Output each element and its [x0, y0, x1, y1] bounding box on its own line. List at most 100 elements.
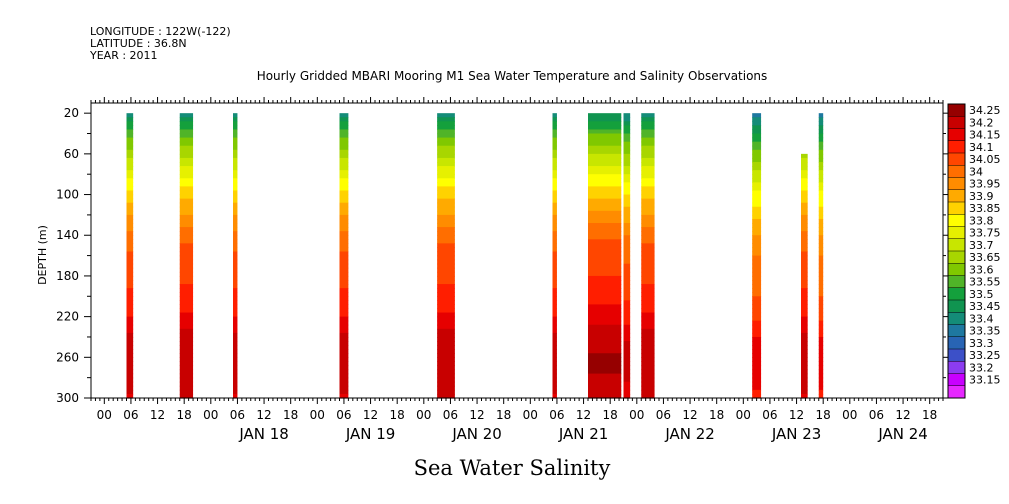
salinity-cell [437, 377, 455, 383]
x-hour-tick-label: 18 [496, 408, 511, 422]
x-hour-tick-label: 06 [230, 408, 245, 422]
x-day-label: JAN 20 [451, 425, 502, 443]
y-tick-label: 140 [56, 228, 79, 242]
salinity-cell [623, 312, 631, 318]
salinity-cell [437, 182, 455, 188]
salinity-cell [126, 157, 134, 163]
salinity-cell [179, 210, 194, 216]
salinity-cell [126, 284, 134, 289]
salinity-cell [752, 271, 762, 277]
salinity-cell [801, 166, 808, 171]
salinity-cell [752, 304, 762, 310]
colorbar-swatch [948, 128, 965, 142]
salinity-cell [339, 153, 349, 159]
salinity-cell [339, 389, 349, 395]
salinity-cell [437, 300, 455, 306]
salinity-cell [552, 320, 557, 326]
salinity-cell [641, 166, 655, 171]
salinity-cell [623, 194, 631, 200]
salinity-cell [437, 129, 455, 135]
salinity-cell [339, 263, 349, 269]
salinity-cell [179, 223, 194, 228]
salinity-cell [126, 227, 134, 232]
salinity-cell [588, 198, 622, 204]
salinity-cell [752, 113, 762, 118]
salinity-cell [339, 202, 349, 208]
salinity-cell [641, 178, 655, 183]
salinity-cell [818, 166, 824, 171]
salinity-cell [126, 389, 134, 395]
salinity-cell [588, 373, 622, 379]
salinity-cell [641, 137, 655, 143]
salinity-cell [752, 133, 762, 139]
salinity-cell [437, 369, 455, 375]
salinity-cell [126, 271, 134, 277]
x-hour-tick-label: 00 [203, 408, 218, 422]
salinity-cell [437, 393, 455, 399]
salinity-cell [623, 157, 631, 163]
salinity-cell [552, 328, 557, 334]
salinity-cell [623, 259, 631, 265]
salinity-cell [801, 304, 808, 310]
salinity-cell [126, 263, 134, 269]
salinity-cell [752, 206, 762, 212]
salinity-cell [623, 198, 631, 204]
salinity-cell [818, 292, 824, 297]
salinity-cell [179, 263, 194, 269]
salinity-cell [818, 300, 824, 306]
salinity-cell [437, 153, 455, 159]
salinity-cell [437, 202, 455, 208]
salinity-cell [623, 361, 631, 367]
salinity-cell [126, 170, 134, 175]
salinity-cell [641, 267, 655, 273]
salinity-cell [233, 336, 238, 342]
salinity-cell [588, 345, 622, 350]
salinity-cell [339, 149, 349, 155]
salinity-cell [126, 166, 134, 171]
salinity-cell [641, 223, 655, 228]
salinity-cell [552, 153, 557, 159]
x-hour-tick-label: 12 [150, 408, 165, 422]
salinity-cell [588, 202, 622, 208]
salinity-cell [437, 284, 455, 289]
x-hour-tick-label: 18 [816, 408, 831, 422]
salinity-cell [126, 320, 134, 326]
salinity-cell [641, 349, 655, 354]
x-hour-tick-label: 18 [177, 408, 192, 422]
salinity-cell [818, 377, 824, 383]
colorbar: 34.2534.234.1534.134.053433.9533.933.853… [947, 103, 1001, 399]
colorbar-level-label: 34.15 [969, 129, 1001, 142]
salinity-cell [437, 280, 455, 285]
salinity-cell [126, 137, 134, 143]
salinity-cell [233, 174, 238, 179]
salinity-cell [437, 349, 455, 354]
salinity-cell [126, 296, 134, 301]
salinity-cell [126, 328, 134, 334]
salinity-cell [233, 202, 238, 208]
salinity-cell [641, 284, 655, 289]
salinity-cell [126, 332, 134, 338]
colorbar-level-label: 33.45 [969, 300, 1001, 313]
salinity-cell [752, 292, 762, 297]
x-hour-tick-label: 06 [336, 408, 351, 422]
salinity-cell [179, 218, 194, 224]
salinity-cell [552, 121, 557, 126]
x-hour-tick-label: 06 [123, 408, 138, 422]
salinity-cell [752, 186, 762, 192]
salinity-cell [179, 239, 194, 244]
salinity-cell [552, 178, 557, 183]
salinity-cell [552, 129, 557, 135]
salinity-cell [623, 341, 631, 346]
salinity-cell [818, 341, 824, 346]
salinity-cell [641, 174, 655, 179]
salinity-cell [233, 129, 238, 135]
salinity-cell [126, 194, 134, 200]
salinity-cell [437, 271, 455, 277]
plot-frame [90, 102, 944, 399]
salinity-cell [126, 247, 134, 253]
salinity-cell [641, 190, 655, 196]
salinity-cell [126, 349, 134, 354]
salinity-cell [588, 389, 622, 395]
x-hour-tick-label: 12 [789, 408, 804, 422]
salinity-cell [623, 280, 631, 285]
